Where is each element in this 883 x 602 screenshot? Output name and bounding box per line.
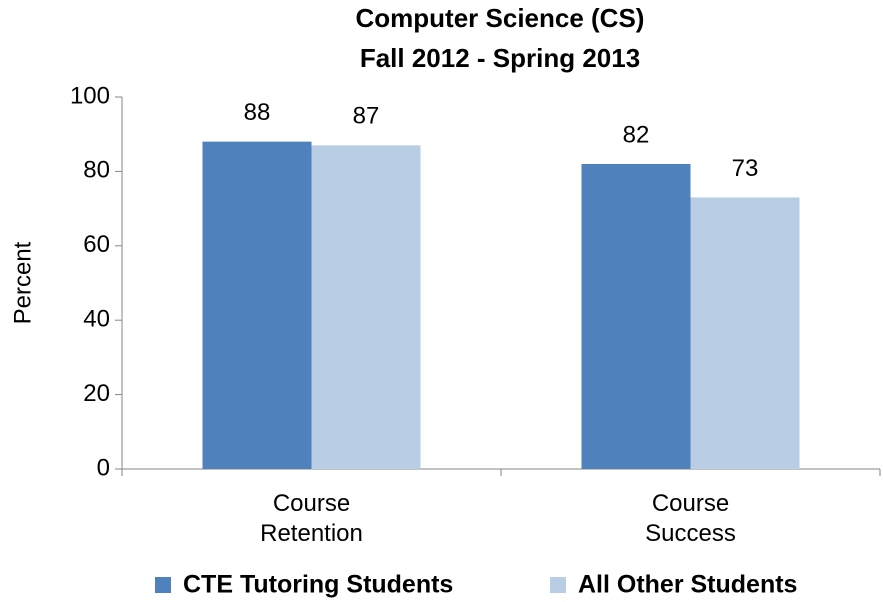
x-tick-label: Course Retention [260, 490, 363, 547]
data-label: 87 [353, 103, 380, 130]
y-tick-label: 0 [97, 454, 110, 481]
legend-swatch [155, 577, 171, 593]
x-tick-label-line: Retention [260, 520, 363, 547]
bar [311, 145, 421, 470]
legend-swatch [550, 577, 566, 593]
data-label: 73 [732, 155, 759, 182]
data-label: 88 [244, 99, 271, 126]
y-tick-label: 20 [83, 380, 110, 407]
bar [202, 141, 312, 469]
bar [581, 163, 691, 469]
chart-title: Computer Science (CS) [356, 3, 645, 33]
x-tick-label-line: Success [645, 520, 736, 547]
y-tick-label: 40 [83, 306, 110, 333]
legend-label: All Other Students [578, 571, 797, 599]
bar [690, 197, 800, 469]
y-axis-label: Percent [9, 241, 36, 324]
x-tick-label: Course Success [645, 490, 736, 547]
y-tick-label: 60 [83, 231, 110, 258]
legend-label: CTE Tutoring Students [183, 571, 453, 599]
y-tick-label: 80 [83, 157, 110, 184]
y-tick-label: 100 [70, 82, 110, 109]
data-label: 82 [623, 121, 650, 148]
chart-subtitle: Fall 2012 - Spring 2013 [360, 43, 640, 73]
x-tick-label-line: Course [652, 490, 729, 517]
x-tick-label-line: Course [273, 490, 350, 517]
